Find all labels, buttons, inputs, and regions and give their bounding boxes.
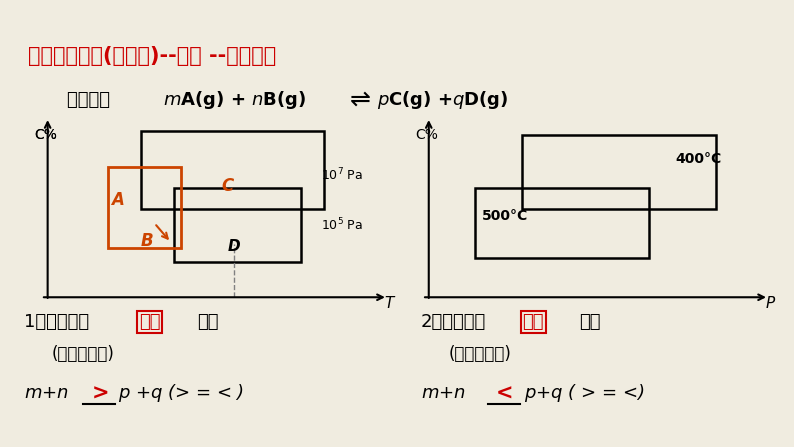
Text: P: P <box>765 296 775 311</box>
Text: C: C <box>221 177 233 195</box>
Text: C%: C% <box>34 128 57 142</box>
Text: $m$+$n$: $m$+$n$ <box>24 384 68 402</box>
Text: 2、正反应是: 2、正反应是 <box>421 313 486 331</box>
Bar <box>175 188 301 262</box>
Text: (放热、吸热): (放热、吸热) <box>449 345 511 363</box>
Text: $m$+$n$: $m$+$n$ <box>421 384 472 402</box>
Bar <box>141 131 325 209</box>
Text: C%: C% <box>34 128 57 142</box>
Text: 反应: 反应 <box>580 313 601 331</box>
Text: B: B <box>141 232 154 250</box>
Text: $\rightleftharpoons$: $\rightleftharpoons$ <box>345 88 372 112</box>
Text: $10^5$ Pa: $10^5$ Pa <box>321 216 363 233</box>
Text: 400°C: 400°C <box>676 152 722 166</box>
Text: >: > <box>91 384 109 403</box>
Text: D: D <box>228 239 241 254</box>
Text: 放热: 放热 <box>139 313 160 331</box>
Text: $10^7$ Pa: $10^7$ Pa <box>321 167 363 184</box>
Text: 1、正反应是: 1、正反应是 <box>24 313 89 331</box>
Text: C%: C% <box>415 128 438 142</box>
Text: (放热、吸热): (放热、吸热) <box>52 345 114 363</box>
Text: 放热: 放热 <box>522 313 544 331</box>
Text: <: < <box>496 384 514 403</box>
Text: $p$+$q$ ( > = <): $p$+$q$ ( > = <) <box>524 382 645 405</box>
Text: $p$ +$q$ (> = < ): $p$ +$q$ (> = < ) <box>118 382 244 405</box>
Text: $m$A(g) + $n$B(g): $m$A(g) + $n$B(g) <box>163 89 306 110</box>
Text: 反应: 反应 <box>197 313 218 331</box>
Text: 四、百分含量(转化率)--压强 --温度图象: 四、百分含量(转化率)--压强 --温度图象 <box>28 46 276 66</box>
Bar <box>476 188 649 258</box>
Text: A: A <box>111 191 124 210</box>
Text: 可逆反应: 可逆反应 <box>67 91 117 109</box>
Text: 500°C: 500°C <box>482 209 528 223</box>
Text: T: T <box>384 296 394 311</box>
Bar <box>108 167 181 248</box>
Text: $p$C(g) +$q$D(g): $p$C(g) +$q$D(g) <box>377 89 509 110</box>
Bar <box>522 135 715 209</box>
